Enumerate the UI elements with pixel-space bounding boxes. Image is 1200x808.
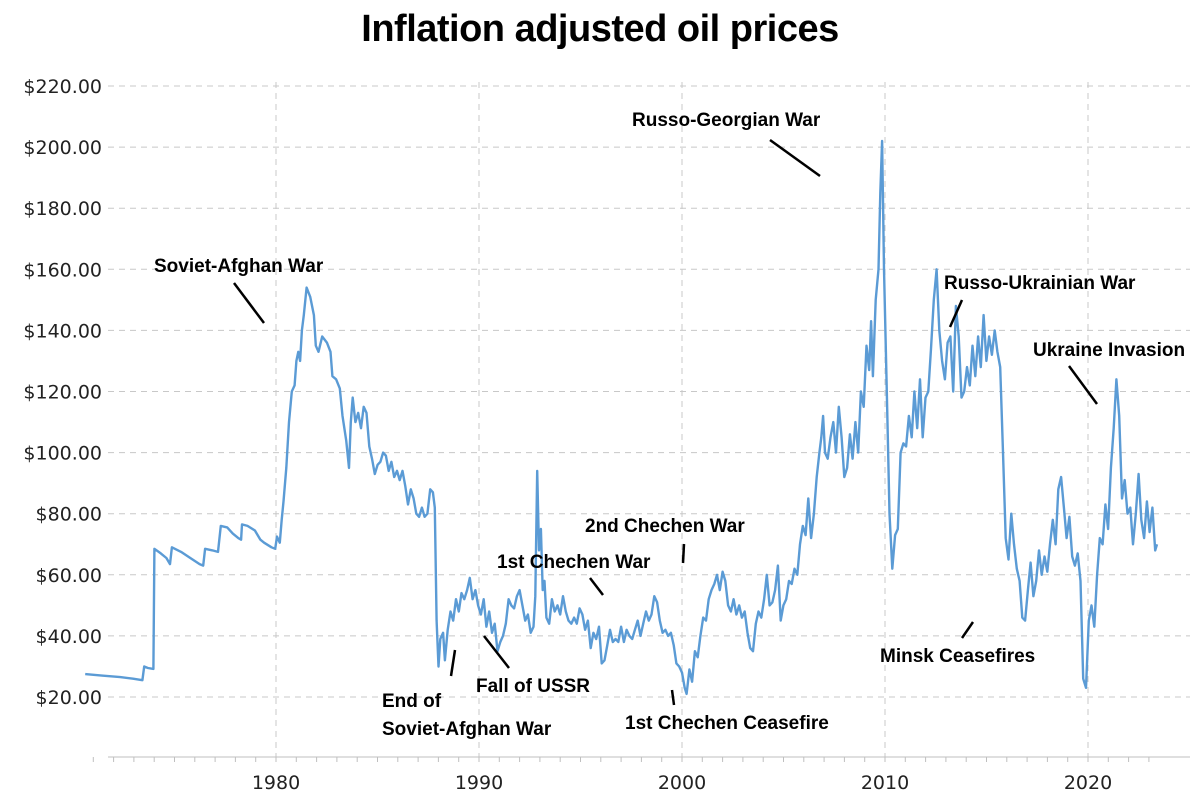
annotation-label: End of <box>382 691 442 712</box>
y-tick-label: $200.00 <box>23 137 102 159</box>
annotation-leader <box>948 299 964 328</box>
annotation-label: Minsk Ceasefires <box>880 646 1035 667</box>
y-tick-label: $120.00 <box>23 382 102 404</box>
annotation-leader <box>769 138 821 178</box>
x-tick-label: 2020 <box>1064 772 1112 794</box>
annotation-leader <box>233 282 265 324</box>
annotation-leader <box>449 649 457 677</box>
annotation-leader <box>1067 365 1099 405</box>
chart-title: Inflation adjusted oil prices <box>361 8 839 50</box>
annotation-label: 2nd Chechen War <box>585 516 745 537</box>
annotation-label: Russo-Ukrainian War <box>944 273 1136 294</box>
x-tick-label: 2010 <box>861 772 909 794</box>
y-tick-label: $140.00 <box>23 320 102 342</box>
annotation-label: Fall of USSR <box>476 676 590 697</box>
x-tick-label: 2000 <box>658 772 706 794</box>
y-tick-label: $20.00 <box>36 687 102 709</box>
annotation-label: 1st Chechen Ceasefire <box>625 713 829 734</box>
y-tick-label: $180.00 <box>23 198 102 220</box>
annotation-label: Soviet-Afghan War <box>382 719 552 740</box>
y-tick-label: $220.00 <box>23 76 102 98</box>
y-tick-label: $60.00 <box>36 565 102 587</box>
x-tick-label: 1990 <box>455 772 503 794</box>
annotation-label: Russo-Georgian War <box>632 110 821 131</box>
y-tick-label: $40.00 <box>36 626 102 648</box>
x-tick-label: 1980 <box>252 772 300 794</box>
x-axis: 1980 1990 2000 2010 2020 <box>92 757 1150 794</box>
annotation-leader <box>960 621 975 639</box>
annotation-label: Ukraine Invasion <box>1033 340 1185 361</box>
oil-price-line <box>85 139 1159 696</box>
annotations: Soviet-Afghan War End of Soviet-Afghan War… <box>154 110 1185 740</box>
y-tick-label: $160.00 <box>23 259 102 281</box>
annotation-label: 1st Chechen War <box>497 552 651 573</box>
annotation-label: Soviet-Afghan War <box>154 256 324 277</box>
annotation-leader <box>589 577 604 596</box>
y-tick-label: $100.00 <box>23 443 102 465</box>
y-tick-label: $80.00 <box>36 504 102 526</box>
annotation-leader <box>681 543 686 564</box>
annotation-leader <box>670 689 676 706</box>
annotation-leader <box>483 635 510 669</box>
y-axis: $20.00 $40.00 $60.00 $80.00 $100.00 $120.00 $1… <box>23 76 102 709</box>
